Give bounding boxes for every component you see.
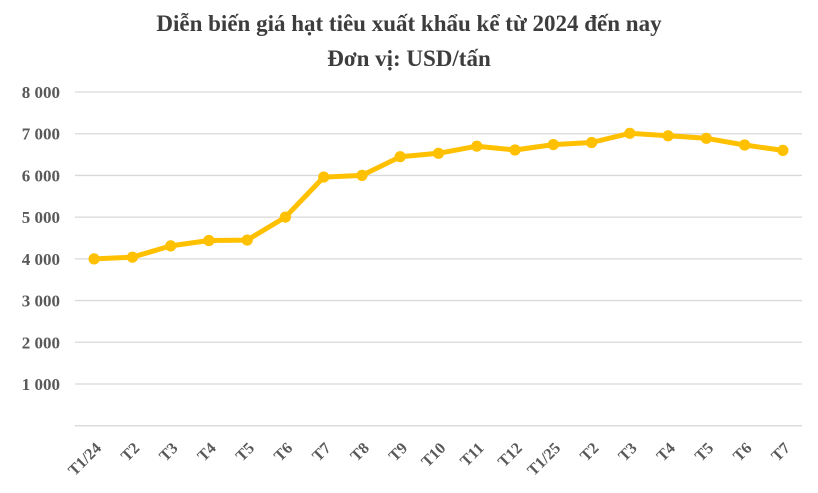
data-point-marker: [662, 130, 674, 142]
x-tick-label: T3: [156, 440, 181, 465]
x-tick-label: T2: [118, 440, 143, 465]
y-tick-label: 8 000: [22, 83, 60, 102]
data-point-marker: [241, 234, 253, 246]
x-tick-label: T7: [768, 440, 793, 465]
data-point-markers: [88, 127, 789, 265]
data-point-marker: [471, 140, 483, 152]
data-point-marker: [700, 132, 712, 144]
chart-title-block: Diễn biến giá hạt tiêu xuất khẩu kể từ 2…: [0, 6, 818, 76]
x-tick-label: T6: [730, 440, 755, 465]
x-tick-label: T7: [309, 440, 334, 465]
data-point-marker: [203, 234, 215, 247]
data-point-marker: [586, 136, 598, 149]
data-point-marker: [432, 147, 445, 159]
x-tick-label: T8: [348, 440, 373, 465]
x-tick-label: T4: [654, 440, 679, 465]
data-point-marker: [777, 144, 789, 156]
x-tick-label: T5: [233, 440, 258, 465]
x-tick-label: T6: [271, 440, 296, 465]
gridlines: [75, 91, 802, 427]
data-point-marker: [547, 139, 559, 151]
data-point-marker: [279, 211, 291, 223]
chart-title: Diễn biến giá hạt tiêu xuất khẩu kể từ 2…: [156, 11, 662, 36]
x-tick-label: T1/24: [65, 440, 105, 480]
x-tick-label: T9: [386, 440, 411, 465]
chart-subtitle: Đơn vị: USD/tấn: [327, 46, 491, 71]
y-tick-label: 4 000: [22, 250, 60, 269]
x-tick-label: T12: [495, 440, 526, 471]
data-point-marker: [88, 253, 100, 265]
y-tick-label: 5 000: [22, 208, 60, 227]
x-tick-label: T11: [457, 440, 487, 470]
data-point-marker: [509, 144, 521, 156]
data-point-marker: [624, 127, 636, 139]
data-point-marker: [356, 169, 368, 181]
x-tick-label: T10: [418, 440, 449, 471]
y-tick-label: 2 000: [22, 333, 60, 352]
x-tick-label: T4: [195, 440, 220, 465]
y-tick-label: 3 000: [22, 292, 60, 311]
data-point-marker: [165, 240, 177, 252]
y-axis-tick-labels: 8 000 7 000 6 000 5 000 4 000 3 000 2 000 1 000: [22, 83, 60, 394]
data-point-marker: [739, 139, 751, 151]
x-tick-label: T2: [577, 440, 602, 465]
data-point-marker: [394, 151, 406, 163]
data-point-marker: [126, 251, 138, 263]
y-tick-label: 6 000: [22, 166, 60, 185]
y-tick-label: 1 000: [22, 375, 60, 394]
x-tick-label: T5: [692, 440, 717, 465]
x-tick-label: T1/25: [524, 440, 564, 480]
y-tick-label: 7 000: [22, 125, 60, 144]
x-tick-label: T3: [615, 440, 640, 465]
data-point-marker: [318, 171, 330, 183]
